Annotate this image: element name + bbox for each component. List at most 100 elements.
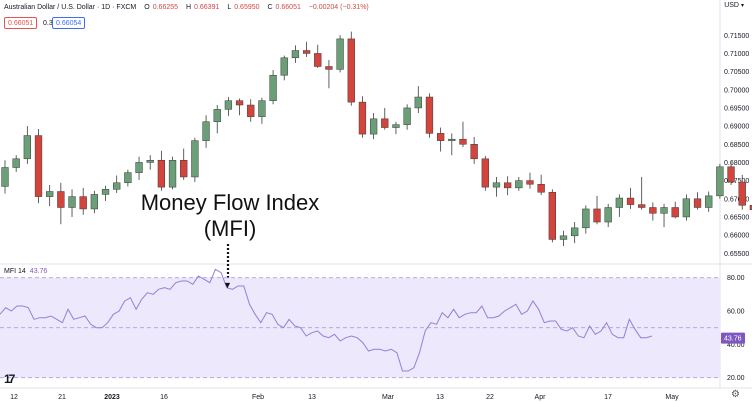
time-tick-label: 21: [58, 394, 66, 401]
symbol-header: Australian Dollar / U.S. Dollar · 1D · F…: [0, 0, 372, 14]
tradingview-logo-icon: 17: [4, 372, 15, 386]
time-tick-label: Apr: [535, 394, 547, 401]
time-tick-label: 2023: [104, 394, 120, 401]
candle-down: [325, 66, 333, 70]
candle-down: [470, 144, 478, 160]
candle-up: [224, 100, 233, 110]
price-tick-label: 0.71000: [724, 51, 749, 58]
candle-up: [213, 109, 221, 122]
gear-icon[interactable]: ⚙: [731, 389, 740, 400]
candle-up: [615, 197, 624, 208]
candle-up: [23, 135, 31, 160]
candle-up: [12, 158, 20, 168]
candle-up: [716, 166, 724, 197]
annotation-line-1: Money Flow Index: [140, 190, 320, 215]
candle-up: [291, 50, 300, 59]
arrow-down-icon: ▼: [223, 280, 232, 290]
change-value: −0.00204 (−0.31%): [308, 3, 369, 11]
candle-up: [90, 194, 99, 210]
open-label: O: [144, 3, 150, 11]
time-tick-label: 16: [160, 394, 168, 401]
candle-up: [113, 182, 121, 190]
time-tick-label: May: [665, 394, 679, 401]
candle-up: [392, 124, 400, 128]
candle-up: [705, 195, 713, 208]
candle-up: [515, 180, 523, 189]
candle-down: [671, 207, 679, 218]
time-tick-label: Feb: [252, 394, 264, 401]
price-tick-label: 0.67000: [724, 196, 749, 203]
candle-down: [504, 182, 512, 189]
candle-up: [202, 121, 210, 141]
mfi-value-badge-label: 43.76: [724, 336, 742, 343]
sell-button[interactable]: 0.66051: [4, 17, 38, 29]
candle-down: [727, 166, 735, 183]
candle-down: [34, 135, 43, 197]
buy-button[interactable]: 0.66054: [52, 17, 86, 29]
mfi-value: 43.76: [29, 268, 48, 275]
candle-down: [649, 207, 657, 214]
mfi-annotation: Money Flow Index (MFI): [130, 190, 330, 242]
candle-up: [571, 227, 579, 237]
candle-down: [79, 196, 87, 210]
low-label: L: [227, 3, 232, 11]
candle-down: [425, 96, 434, 134]
price-tick-label: 0.71500: [724, 33, 749, 40]
candle-down: [157, 160, 166, 188]
mfi-line: [0, 268, 653, 372]
mfi-tick-label: 20.00: [727, 375, 745, 382]
candle-up: [101, 189, 110, 195]
candle-down: [57, 191, 65, 208]
candle-up: [280, 57, 288, 76]
candle-down: [381, 118, 389, 128]
candle-down: [235, 100, 244, 106]
mfi-tick-label: 40.00: [727, 342, 745, 349]
mfi-tick-label: 80.00: [727, 275, 745, 282]
time-tick-label: 17: [604, 394, 612, 401]
time-tick-label: Mar: [382, 394, 395, 401]
candle-up: [604, 207, 612, 223]
symbol-title[interactable]: Australian Dollar / U.S. Dollar · 1D · F…: [4, 3, 137, 11]
currency-selector[interactable]: USD ▾: [724, 2, 744, 9]
candle-down: [626, 197, 635, 205]
mfi-tick-label: 60.00: [727, 309, 745, 316]
candle-up: [682, 198, 691, 218]
time-tick-label: 13: [308, 394, 316, 401]
candle-up: [582, 208, 590, 229]
candle-up: [258, 100, 266, 117]
mfi-value-badge: [721, 332, 745, 344]
close-value: 0.66051: [275, 3, 301, 11]
candle-up: [191, 140, 199, 178]
candle-down: [749, 205, 752, 210]
candle-up: [68, 196, 76, 208]
candle-up: [414, 96, 422, 109]
price-tick-label: 0.69000: [724, 124, 749, 131]
candle-down: [738, 181, 746, 206]
candle-down: [548, 191, 556, 240]
candle-down: [481, 158, 489, 188]
candle-down: [537, 183, 545, 193]
candle-down: [358, 101, 367, 135]
candle-up: [559, 235, 568, 240]
candle-up: [369, 118, 378, 135]
candle-down: [638, 204, 646, 208]
candle-down: [247, 104, 255, 117]
candle-down: [526, 180, 534, 185]
close-label: C: [267, 3, 273, 11]
price-tick-label: 0.65500: [724, 251, 749, 258]
candle-up: [403, 107, 411, 125]
price-tick-label: 0.66500: [724, 214, 749, 221]
candle-down: [593, 208, 601, 223]
candle-up: [168, 160, 177, 188]
price-tick-label: 0.69500: [724, 105, 749, 112]
open-value: 0.66255: [152, 3, 179, 11]
candle-up: [124, 172, 132, 184]
candle-down: [459, 138, 467, 145]
currency-label: USD: [724, 2, 739, 9]
price-tick-label: 0.68000: [724, 160, 749, 167]
mfi-legend[interactable]: MFI 14 43.76: [4, 268, 47, 275]
candle-down: [302, 50, 311, 54]
price-tick-label: 0.70000: [724, 87, 749, 94]
mfi-name: MFI 14: [4, 268, 26, 275]
